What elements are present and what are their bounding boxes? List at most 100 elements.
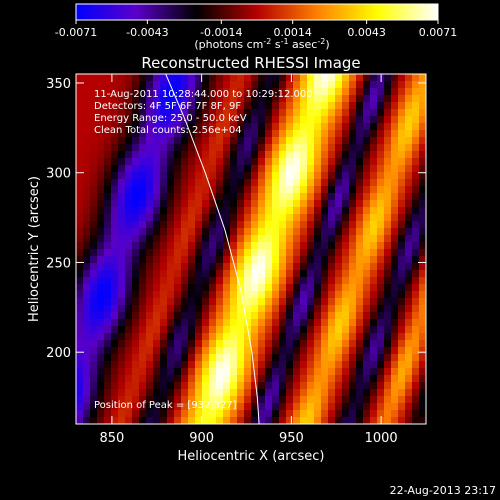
- heatmap-cell: [83, 116, 91, 124]
- heatmap-cell: [237, 333, 245, 341]
- heatmap-cell: [349, 312, 357, 320]
- heatmap-cell: [202, 291, 210, 299]
- heatmap-cell: [342, 396, 350, 404]
- heatmap-cell: [419, 81, 426, 89]
- heatmap-cell: [279, 291, 287, 299]
- heatmap-cell: [188, 109, 196, 117]
- heatmap-cell: [237, 102, 245, 110]
- heatmap-cell: [272, 235, 280, 243]
- heatmap-cell: [419, 137, 426, 145]
- heatmap-cell: [118, 137, 126, 145]
- heatmap-cell: [412, 368, 420, 376]
- heatmap-cell: [405, 396, 413, 404]
- heatmap-cell: [398, 95, 406, 103]
- heatmap-cell: [139, 200, 147, 208]
- heatmap-cell: [335, 354, 343, 362]
- heatmap-cell: [328, 88, 336, 96]
- heatmap-cell: [293, 375, 301, 383]
- heatmap-cell: [279, 417, 287, 424]
- heatmap-cell: [146, 396, 154, 404]
- heatmap-cell: [251, 137, 259, 145]
- heatmap-cell: [111, 207, 119, 215]
- heatmap-cell: [181, 263, 189, 271]
- heatmap-cell: [209, 291, 217, 299]
- heatmap-cell: [356, 81, 364, 89]
- heatmap-cell: [167, 389, 175, 397]
- heatmap-cell: [342, 270, 350, 278]
- heatmap-cell: [279, 123, 287, 131]
- heatmap-cell: [265, 410, 273, 418]
- heatmap-cell: [279, 298, 287, 306]
- heatmap-cell: [118, 347, 126, 355]
- heatmap-cell: [363, 144, 371, 152]
- heatmap-cell: [83, 396, 91, 404]
- heatmap-cell: [223, 375, 231, 383]
- heatmap-cell: [321, 214, 329, 222]
- heatmap-cell: [321, 158, 329, 166]
- heatmap-cell: [293, 130, 301, 138]
- heatmap-cell: [391, 242, 399, 250]
- heatmap-cell: [125, 186, 133, 194]
- heatmap-cell: [181, 200, 189, 208]
- heatmap-cell: [335, 200, 343, 208]
- heatmap-cell: [307, 214, 315, 222]
- heatmap-cell: [412, 382, 420, 390]
- heatmap-cell: [377, 235, 385, 243]
- heatmap-cell: [230, 347, 238, 355]
- heatmap-cell: [363, 179, 371, 187]
- heatmap-cell: [293, 172, 301, 180]
- heatmap-cell: [412, 333, 420, 341]
- heatmap-cell: [146, 116, 154, 124]
- heatmap-cell: [216, 389, 224, 397]
- heatmap-cell: [335, 228, 343, 236]
- heatmap-cell: [167, 130, 175, 138]
- heatmap-cell: [244, 158, 252, 166]
- heatmap-cell: [132, 151, 140, 159]
- heatmap-cell: [272, 74, 280, 82]
- heatmap-cell: [83, 305, 91, 313]
- heatmap-cell: [272, 382, 280, 390]
- heatmap-cell: [167, 277, 175, 285]
- heatmap-cell: [244, 375, 252, 383]
- heatmap-cell: [230, 389, 238, 397]
- heatmap-cell: [370, 410, 378, 418]
- heatmap-cell: [286, 214, 294, 222]
- heatmap-cell: [335, 312, 343, 320]
- heatmap-cell: [188, 368, 196, 376]
- heatmap-cell: [104, 193, 112, 201]
- heatmap-cell: [111, 172, 119, 180]
- heatmap-cell: [181, 186, 189, 194]
- heatmap-cell: [412, 326, 420, 334]
- heatmap-cell: [97, 81, 105, 89]
- heatmap-cell: [419, 249, 426, 257]
- heatmap-cell: [125, 382, 133, 390]
- heatmap-cell: [279, 340, 287, 348]
- heatmap-cell: [272, 151, 280, 159]
- heatmap-cell: [139, 123, 147, 131]
- heatmap-cell: [125, 200, 133, 208]
- heatmap-cell: [111, 165, 119, 173]
- heatmap-cell: [398, 277, 406, 285]
- heatmap-cell: [202, 263, 210, 271]
- heatmap-cell: [76, 312, 84, 320]
- heatmap-cell: [97, 305, 105, 313]
- heatmap-cell: [279, 179, 287, 187]
- heatmap-cell: [265, 375, 273, 383]
- heatmap-cell: [377, 102, 385, 110]
- heatmap-cell: [405, 207, 413, 215]
- heatmap-cell: [139, 319, 147, 327]
- heatmap-cell: [300, 228, 308, 236]
- heatmap-cell: [139, 382, 147, 390]
- heatmap-cell: [132, 109, 140, 117]
- heatmap-cell: [83, 326, 91, 334]
- heatmap-cell: [370, 298, 378, 306]
- heatmap-cell: [377, 144, 385, 152]
- heatmap-cell: [202, 116, 210, 124]
- heatmap-cell: [335, 375, 343, 383]
- heatmap-cell: [349, 144, 357, 152]
- heatmap-cell: [272, 193, 280, 201]
- heatmap-cell: [342, 88, 350, 96]
- heatmap-cell: [286, 284, 294, 292]
- heatmap-cell: [377, 326, 385, 334]
- heatmap-cell: [132, 242, 140, 250]
